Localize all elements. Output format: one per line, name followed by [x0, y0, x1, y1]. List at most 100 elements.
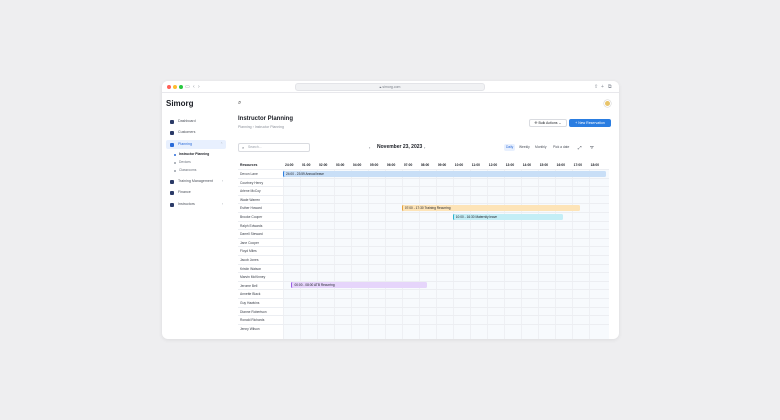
- bullet-icon: [174, 169, 176, 172]
- resource-name[interactable]: Guy Hawkins: [240, 301, 260, 305]
- grid-column-line: [486, 169, 488, 339]
- maximize-dot[interactable]: [179, 85, 183, 89]
- browser-chrome: ▭ ‹ › 🔒︎ simorg.com ⇧ + ⧉: [162, 81, 619, 93]
- close-dot[interactable]: [167, 85, 171, 89]
- resource-name[interactable]: Kristin Watson: [240, 266, 262, 271]
- forward-icon[interactable]: ›: [198, 84, 200, 90]
- grid-column-line: [588, 169, 590, 339]
- training-icon: [170, 180, 174, 184]
- time-header: 16:00: [556, 163, 566, 167]
- new-reservation-button[interactable]: + New Reservation: [569, 119, 611, 127]
- sidebar-item-instructors[interactable]: Instructors ›: [166, 200, 226, 209]
- address-bar[interactable]: 🔒︎ simorg.com: [295, 83, 485, 91]
- avatar[interactable]: [604, 100, 611, 107]
- reservation-event[interactable]: 24:00 - 23:59 Annual leave: [283, 170, 606, 177]
- sidebar-toggle-icon[interactable]: ▭: [185, 84, 190, 90]
- chevron-right-icon: ›: [221, 179, 223, 183]
- sidebar-item-customers[interactable]: Customers: [166, 128, 226, 137]
- resource-row: Wade Warren: [238, 194, 609, 204]
- time-header: 15:00: [539, 163, 549, 167]
- resource-name[interactable]: Courtney Henry: [240, 180, 264, 185]
- reservation-event[interactable]: 07:00 - 17:30 Training Recurring: [401, 204, 581, 211]
- sidebar-item-finance[interactable]: Finance: [166, 188, 226, 197]
- breadcrumb-item: Instructor Planning: [254, 125, 284, 129]
- view-weekly[interactable]: Weekly: [519, 145, 530, 149]
- time-header: 06:00: [386, 163, 396, 167]
- view-pick-date[interactable]: Pick a date: [553, 145, 570, 149]
- bulk-actions-button[interactable]: ✣ Bulk Actions ⌄: [529, 119, 567, 127]
- back-icon[interactable]: ‹: [193, 84, 195, 90]
- current-date: November 23, 2023: [377, 144, 423, 150]
- resource-name[interactable]: Floyd Miles: [240, 249, 257, 254]
- browser-window: ▭ ‹ › 🔒︎ simorg.com ⇧ + ⧉ Simorg Dashboa…: [162, 81, 619, 339]
- tabs-icon[interactable]: ⧉: [608, 84, 612, 90]
- sidebar-item-label: Dashboard: [178, 119, 196, 123]
- resource-name[interactable]: Marvin McKinney: [240, 275, 266, 280]
- resource-name[interactable]: Darrell Steward: [240, 232, 263, 237]
- sidebar-subitem-label: Devices: [179, 160, 191, 164]
- page-title: Instructor Planning: [238, 116, 294, 122]
- grid-column-line: [435, 169, 437, 339]
- sidebar-subitem-classrooms[interactable]: Classrooms: [174, 167, 196, 174]
- sidebar: Simorg Dashboard Customers Planning ⌃ In…: [162, 93, 230, 339]
- time-slots-area[interactable]: 24:00 - 23:59 Annual leave 07:00 - 17:30 …: [283, 169, 609, 339]
- resource-row: Esther Howard: [238, 203, 609, 212]
- resource-name[interactable]: Ralph Edwards: [240, 223, 263, 228]
- share-icon[interactable]: ⇧: [594, 84, 599, 90]
- view-daily[interactable]: Daily: [504, 144, 516, 151]
- grid-column-line: [503, 169, 505, 339]
- time-header: 02:00: [318, 163, 328, 167]
- resource-name[interactable]: Jane Cooper: [240, 240, 259, 245]
- resource-name[interactable]: Jacob Jones: [240, 258, 259, 262]
- grid-column-line: [520, 169, 522, 339]
- sidebar-item-label: Planning: [178, 142, 192, 146]
- search-icon[interactable]: ⌕: [238, 100, 242, 106]
- time-header: 10:00: [454, 163, 464, 167]
- resource-name[interactable]: Jenny Wilson: [240, 326, 260, 331]
- minimize-dot[interactable]: [173, 85, 177, 89]
- time-header: 11:00: [471, 163, 481, 167]
- view-monthly[interactable]: Monthly: [535, 145, 547, 149]
- sidebar-subitem-instructor-planning[interactable]: Instructor Planning: [174, 151, 209, 158]
- sidebar-subitem-devices[interactable]: Devices: [174, 159, 191, 166]
- next-date-icon[interactable]: ›: [424, 145, 426, 150]
- grid-column-line: [554, 169, 556, 339]
- plus-icon: +: [575, 121, 578, 125]
- expand-icon[interactable]: ⤢: [578, 145, 582, 150]
- sidebar-item-planning[interactable]: Planning ⌃: [166, 140, 226, 149]
- resource-name[interactable]: Esther Howard: [240, 206, 262, 211]
- prev-date-icon[interactable]: ‹: [369, 145, 371, 150]
- resource-name[interactable]: Arlene McCoy: [240, 189, 261, 194]
- finance-icon: [170, 191, 174, 195]
- grid-column-line: [537, 169, 539, 339]
- new-tab-icon[interactable]: +: [601, 84, 604, 90]
- grid-column-line: [571, 169, 573, 339]
- reservation-event[interactable]: 10:00 - 16:30 Maternity leave: [452, 213, 564, 220]
- time-header: 17:00: [573, 163, 583, 167]
- search-input[interactable]: ⌕ Search...: [238, 143, 310, 152]
- resource-name[interactable]: Devon Lane: [240, 172, 258, 176]
- resource-name[interactable]: Annette Black: [240, 292, 261, 297]
- resource-name[interactable]: Jerome Bell: [240, 283, 258, 288]
- time-header: 18:00: [590, 163, 600, 167]
- bulk-icon: ✣: [534, 121, 538, 125]
- breadcrumb: Planning › Instructor Planning: [238, 125, 284, 129]
- reservation-event[interactable]: 00:00 - 08:00 ATB Recurring: [291, 282, 428, 289]
- resource-name[interactable]: Dianne Robertson: [240, 309, 267, 314]
- time-header: 09:00: [437, 163, 447, 167]
- resource-name[interactable]: Ronald Richards: [240, 318, 265, 323]
- planning-grid: Resources 24:00 - 23:59 Annual leave 07:0…: [238, 161, 609, 339]
- resource-row: Darrell Steward: [238, 229, 609, 238]
- chevron-up-icon: ⌃: [220, 142, 223, 146]
- sidebar-item-training-management[interactable]: Training Management ›: [166, 177, 226, 186]
- search-icon: ⌕: [242, 145, 245, 150]
- time-header: 24:00: [285, 163, 294, 167]
- filter-icon[interactable]: ⛛: [590, 145, 594, 150]
- resource-row: Ralph Edwards: [238, 220, 609, 230]
- sidebar-item-dashboard[interactable]: Dashboard: [166, 117, 226, 126]
- resource-name[interactable]: Wade Warren: [240, 197, 261, 202]
- resource-row: Dianne Robertson: [238, 306, 609, 316]
- breadcrumb-item[interactable]: Planning: [238, 125, 252, 129]
- grid-column-line: [384, 169, 386, 339]
- resource-name[interactable]: Brooke Cooper: [240, 215, 263, 219]
